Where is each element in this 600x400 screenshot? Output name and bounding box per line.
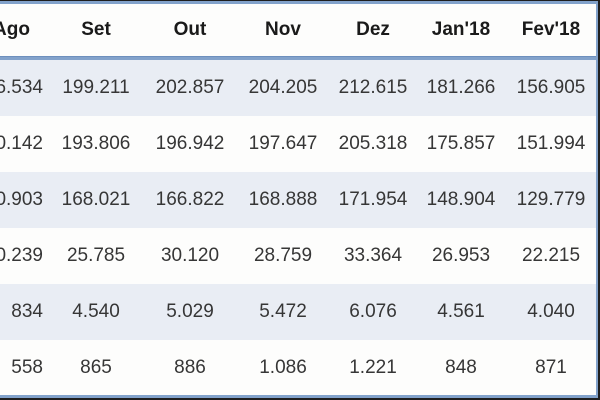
table-cell: 5.472 (259, 301, 307, 322)
table-cell: 175.857 (426, 133, 496, 154)
table-cell: 6.076 (349, 301, 397, 322)
table-cell: 148.904 (426, 189, 496, 210)
column-header-nov: Nov (265, 19, 301, 40)
table-cell: 886 (174, 357, 206, 378)
table-cell: 171.954 (338, 189, 408, 210)
table-cell: 28.759 (253, 245, 313, 266)
table-cell: 5.029 (166, 301, 214, 322)
table-row: 6.534 199.211 202.857 204.205 212.615 18… (0, 60, 596, 116)
column-header-dez: Dez (356, 19, 390, 40)
table-cell: 196.942 (155, 133, 225, 154)
table-cell: 212.615 (338, 77, 408, 98)
table-cell: 4.561 (437, 301, 485, 322)
table-cell: 151.994 (516, 133, 586, 154)
table-cell: 865 (80, 357, 112, 378)
table-cell: 199.211 (62, 77, 130, 98)
table-cell: 6.534 (0, 77, 43, 98)
table-cell: 202.857 (155, 77, 225, 98)
table-row: 558 865 886 1.086 1.221 848 871 (0, 340, 596, 395)
table-cell: 558 (11, 357, 43, 378)
header-divider (0, 56, 596, 60)
table-cell: 0.903 (0, 189, 43, 210)
column-header-jan18: Jan'18 (431, 19, 491, 40)
data-table: Ago Set Out Nov Dez Jan'18 Fev'18 6.534 … (0, 4, 596, 395)
table-cell: 156.905 (516, 77, 586, 98)
table-cell: 25.785 (66, 245, 126, 266)
column-header-out: Out (173, 19, 207, 40)
table-cell: 4.040 (527, 301, 575, 322)
table-cell: 168.021 (61, 189, 131, 210)
table-row: 834 4.540 5.029 5.472 6.076 4.561 4.040 (0, 284, 596, 340)
table-cell: 871 (535, 357, 567, 378)
table-row: 0.903 168.021 166.822 168.888 171.954 14… (0, 172, 596, 228)
table-row: 0.239 25.785 30.120 28.759 33.364 26.953… (0, 228, 596, 284)
table-cell: 205.318 (338, 133, 408, 154)
table-cell: 166.822 (155, 189, 225, 210)
table-cell: 834 (11, 301, 43, 322)
table-cell: 4.540 (72, 301, 120, 322)
table-cell: 22.215 (521, 245, 581, 266)
column-header-set: Set (81, 19, 111, 40)
column-header-fev18: Fev'18 (521, 19, 581, 40)
table-cell: 129.779 (516, 189, 586, 210)
column-header-ago: Ago (0, 19, 30, 40)
table-cell: 168.888 (248, 189, 318, 210)
table-row: 0.142 193.806 196.942 197.647 205.318 17… (0, 116, 596, 172)
table-cell: 1.086 (259, 357, 307, 378)
table-cell: 0.239 (0, 245, 43, 266)
table-header-row: Ago Set Out Nov Dez Jan'18 Fev'18 (0, 4, 596, 56)
table-cell: 33.364 (343, 245, 403, 266)
table-cell: 193.806 (61, 133, 131, 154)
table-cell: 204.205 (248, 77, 318, 98)
table-cell: 0.142 (0, 133, 43, 154)
table-cell: 197.647 (248, 133, 318, 154)
table-cell: 26.953 (431, 245, 491, 266)
table-cell: 1.221 (349, 357, 397, 378)
table-cell: 30.120 (160, 245, 220, 266)
table-cell: 181.266 (426, 77, 496, 98)
table-cell: 848 (445, 357, 477, 378)
